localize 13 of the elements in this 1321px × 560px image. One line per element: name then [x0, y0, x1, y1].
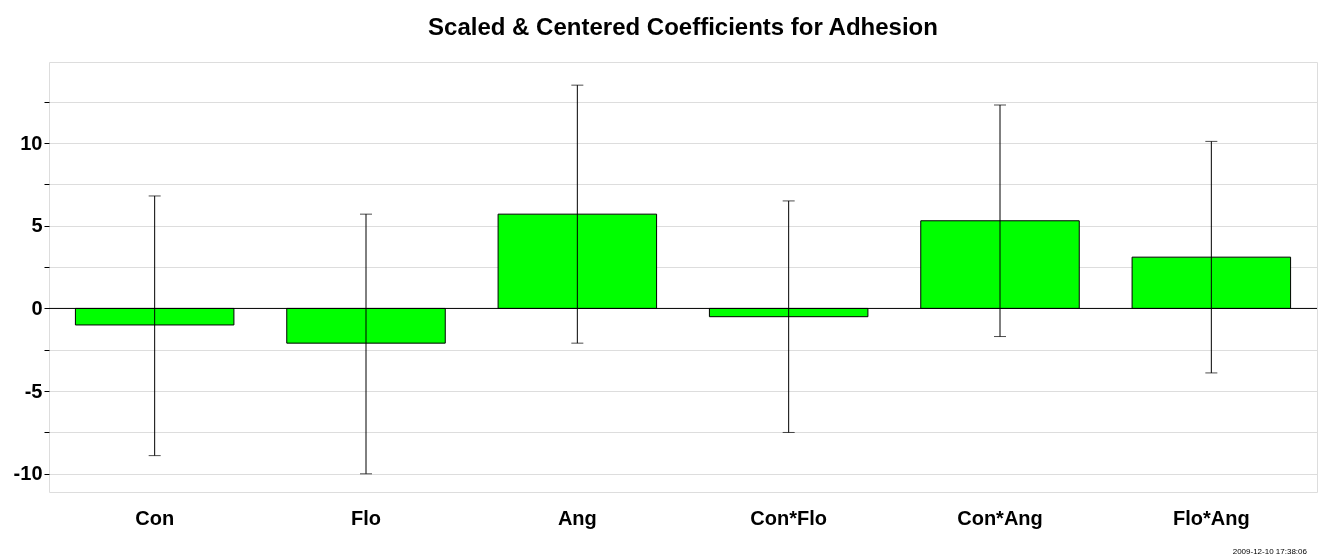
y-tick-label: -10 — [13, 462, 43, 485]
x-tick-label: Flo*Ang — [1173, 506, 1250, 529]
chart-title: Scaled & Centered Coefficients for Adhesion — [428, 13, 938, 40]
y-tick-label: -5 — [24, 379, 43, 402]
text: 2009-12-10 17:38:06 — [1232, 547, 1308, 556]
x-tick-label: Con*Ang — [957, 506, 1043, 529]
y-tick-label: 0 — [31, 296, 43, 319]
y-tick-label: 10 — [20, 131, 43, 154]
x-tick-label: Con*Flo — [750, 506, 827, 529]
y-tick-label: 5 — [31, 214, 43, 237]
x-tick-label: Ang — [557, 506, 597, 529]
x-tick-label: Flo — [351, 506, 381, 529]
x-tick-label: Con — [135, 506, 175, 529]
